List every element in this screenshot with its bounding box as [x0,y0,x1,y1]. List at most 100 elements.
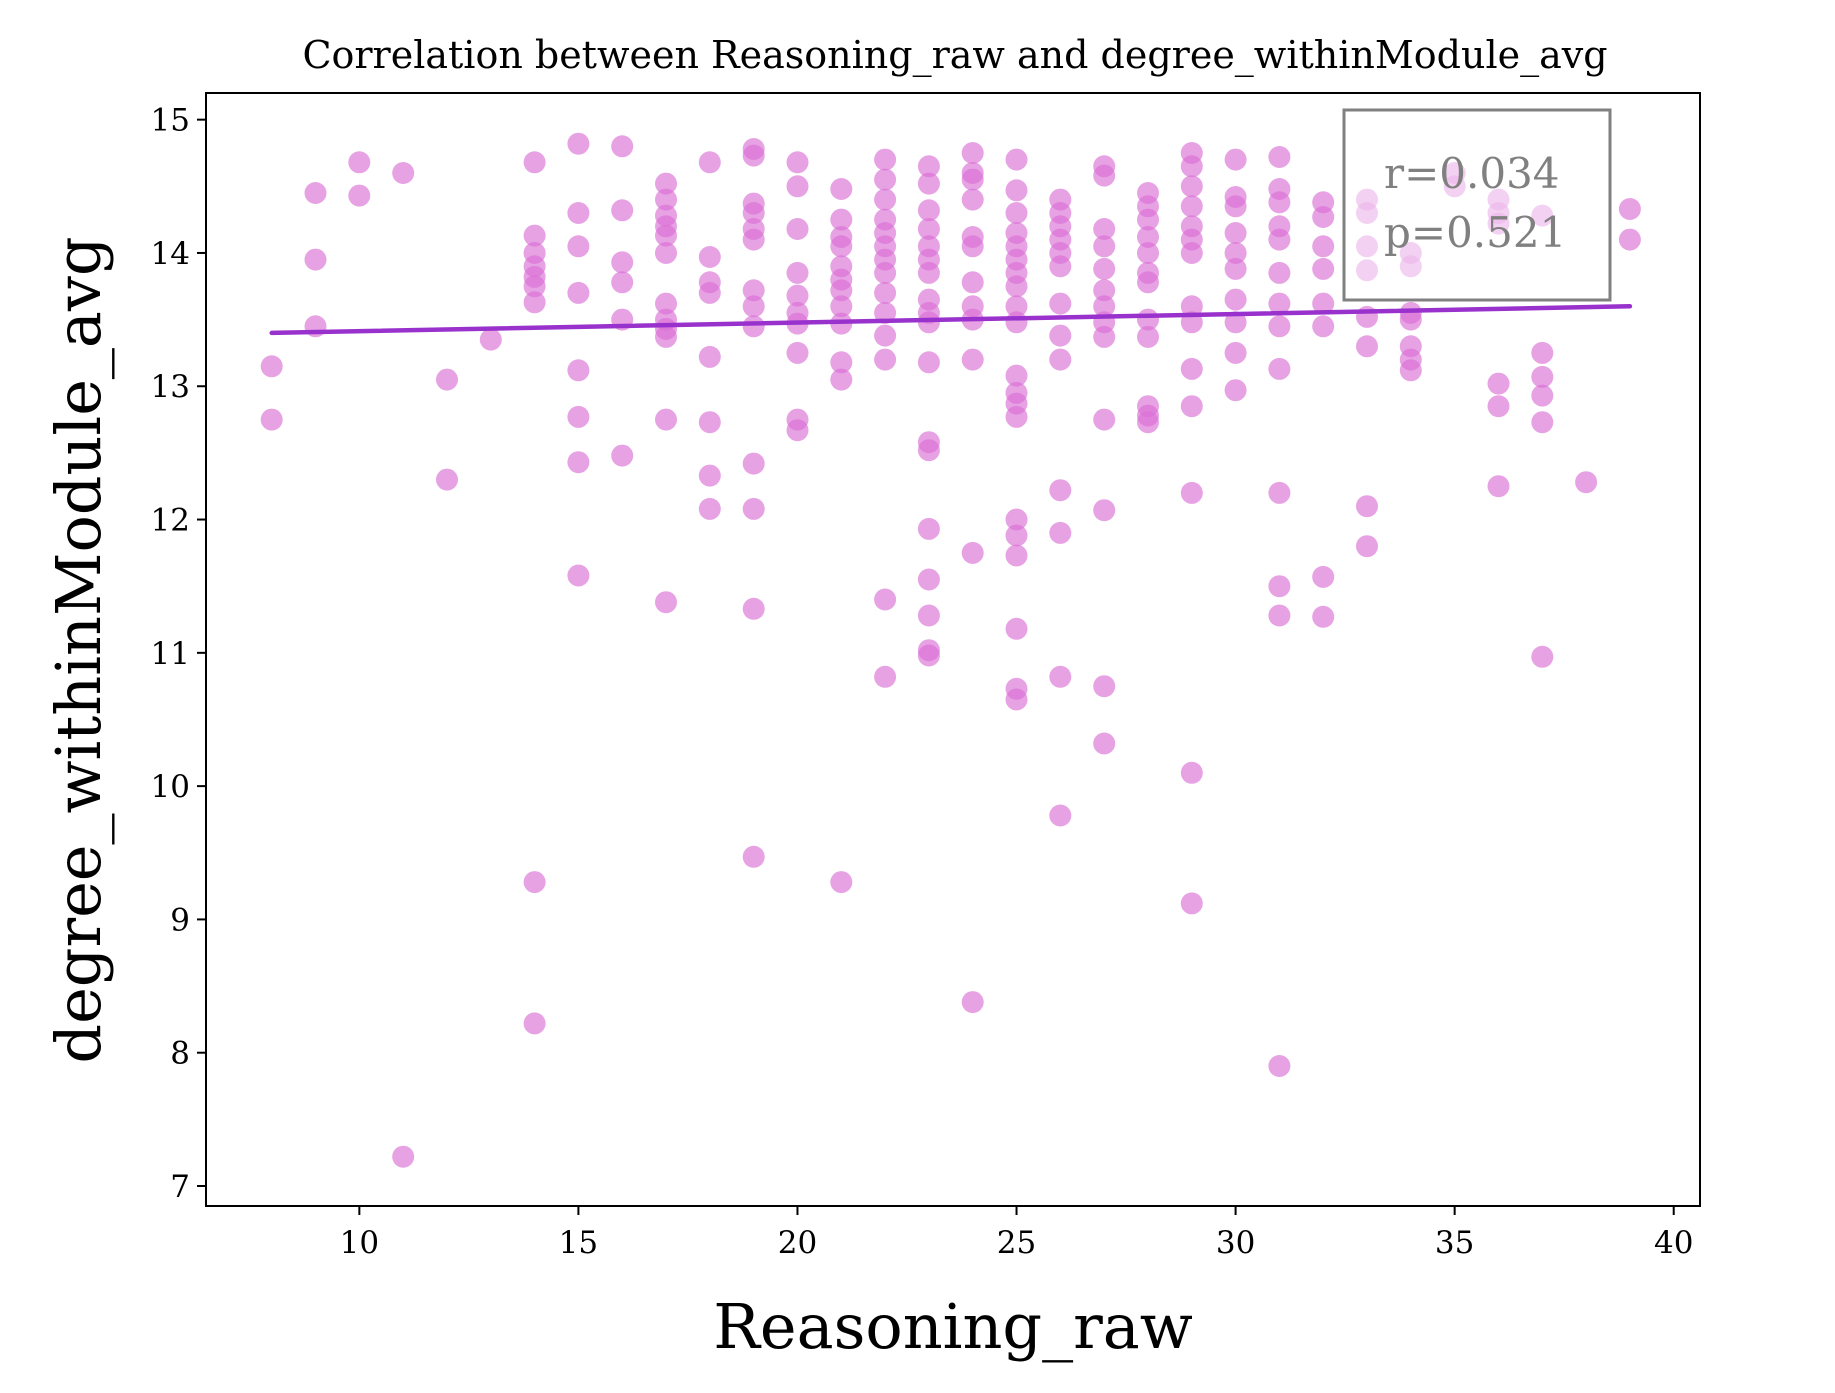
data-point [1093,164,1116,187]
x-axis-label: Reasoning_raw [713,1290,1193,1363]
data-point [1137,271,1159,294]
data-point [611,271,634,294]
data-point [523,871,546,894]
data-point [742,295,765,318]
data-point [786,419,809,442]
data-point [830,295,853,318]
data-point [523,151,546,174]
data-point [1005,364,1028,387]
data-point [698,151,721,174]
data-point [1268,315,1291,338]
data-point [786,284,809,307]
data-point [1137,226,1159,248]
y-tick-label: 15 [151,103,190,139]
data-point [1137,325,1159,348]
data-point [1268,575,1291,598]
data-point [1093,675,1116,698]
data-point [1180,892,1203,915]
data-point [830,178,853,200]
data-point [1005,617,1028,640]
data-point [874,261,897,284]
data-point [1093,732,1116,755]
data-point [1268,228,1291,251]
data-point [1180,242,1203,264]
data-point [655,224,677,247]
data-point [786,175,809,198]
data-point [1312,315,1335,338]
data-point [874,188,897,211]
data-point [1005,688,1028,711]
data-point [1093,257,1116,280]
stats-box: r=0.034 p=0.521 [1342,108,1612,302]
data-point [1093,218,1116,240]
data-point [742,144,765,167]
data-point [961,271,984,294]
data-point [874,324,897,347]
data-point [1268,191,1291,214]
data-point [742,279,765,302]
data-point [917,604,940,627]
plot-frame [205,92,1701,1207]
data-point [961,168,984,191]
data-point [698,411,721,434]
data-point [1356,535,1378,558]
data-point [830,368,853,391]
data-point [1093,235,1116,258]
data-point [1268,1055,1291,1077]
y-tick-label: 10 [151,769,190,805]
data-point [1224,222,1247,244]
data-point [1180,295,1203,318]
stats-r-value: r=0.034 [1384,149,1560,198]
data-point [1487,395,1510,418]
data-point [1224,311,1247,334]
data-point [1093,325,1116,348]
data-point [1005,202,1028,224]
data-point [961,235,984,258]
stats-box-frame [1342,108,1612,302]
data-point [917,172,940,195]
x-tick-label: 20 [778,1225,817,1261]
data-point [961,541,984,564]
data-point [742,497,765,520]
data-point [611,251,634,274]
data-point [1268,261,1291,284]
data-point [1180,395,1203,418]
data-point [874,168,897,191]
data-point [523,224,546,247]
data-point [479,328,502,351]
data-point [392,1145,415,1168]
data-point [917,199,940,222]
data-point [1531,365,1554,388]
data-point [1312,206,1335,228]
data-point [1268,292,1291,315]
data-point [1005,311,1028,334]
data-point [830,871,853,894]
data-point [1093,499,1116,522]
data-point [698,246,721,268]
data-point [874,281,897,304]
data-point [1224,148,1247,171]
data-point [1575,471,1598,494]
data-point [1005,544,1028,567]
data-point [786,261,809,284]
data-point [1487,372,1510,395]
data-point [1531,384,1554,407]
data-point [698,345,721,368]
data-point [830,208,853,231]
data-point [1268,146,1291,168]
data-point [1268,481,1291,504]
stats-p-value: p=0.521 [1384,208,1566,257]
data-point [1005,405,1028,428]
y-tick-label: 11 [151,636,190,672]
data-point [917,568,940,591]
data-point [1618,198,1641,220]
data-point [917,311,940,334]
data-point [1356,495,1378,518]
data-point [917,218,940,240]
data-point [786,218,809,240]
data-point [1531,411,1554,434]
data-point [830,351,853,374]
data-point [961,991,984,1014]
data-point [523,1012,546,1035]
regression-line [269,304,1633,336]
